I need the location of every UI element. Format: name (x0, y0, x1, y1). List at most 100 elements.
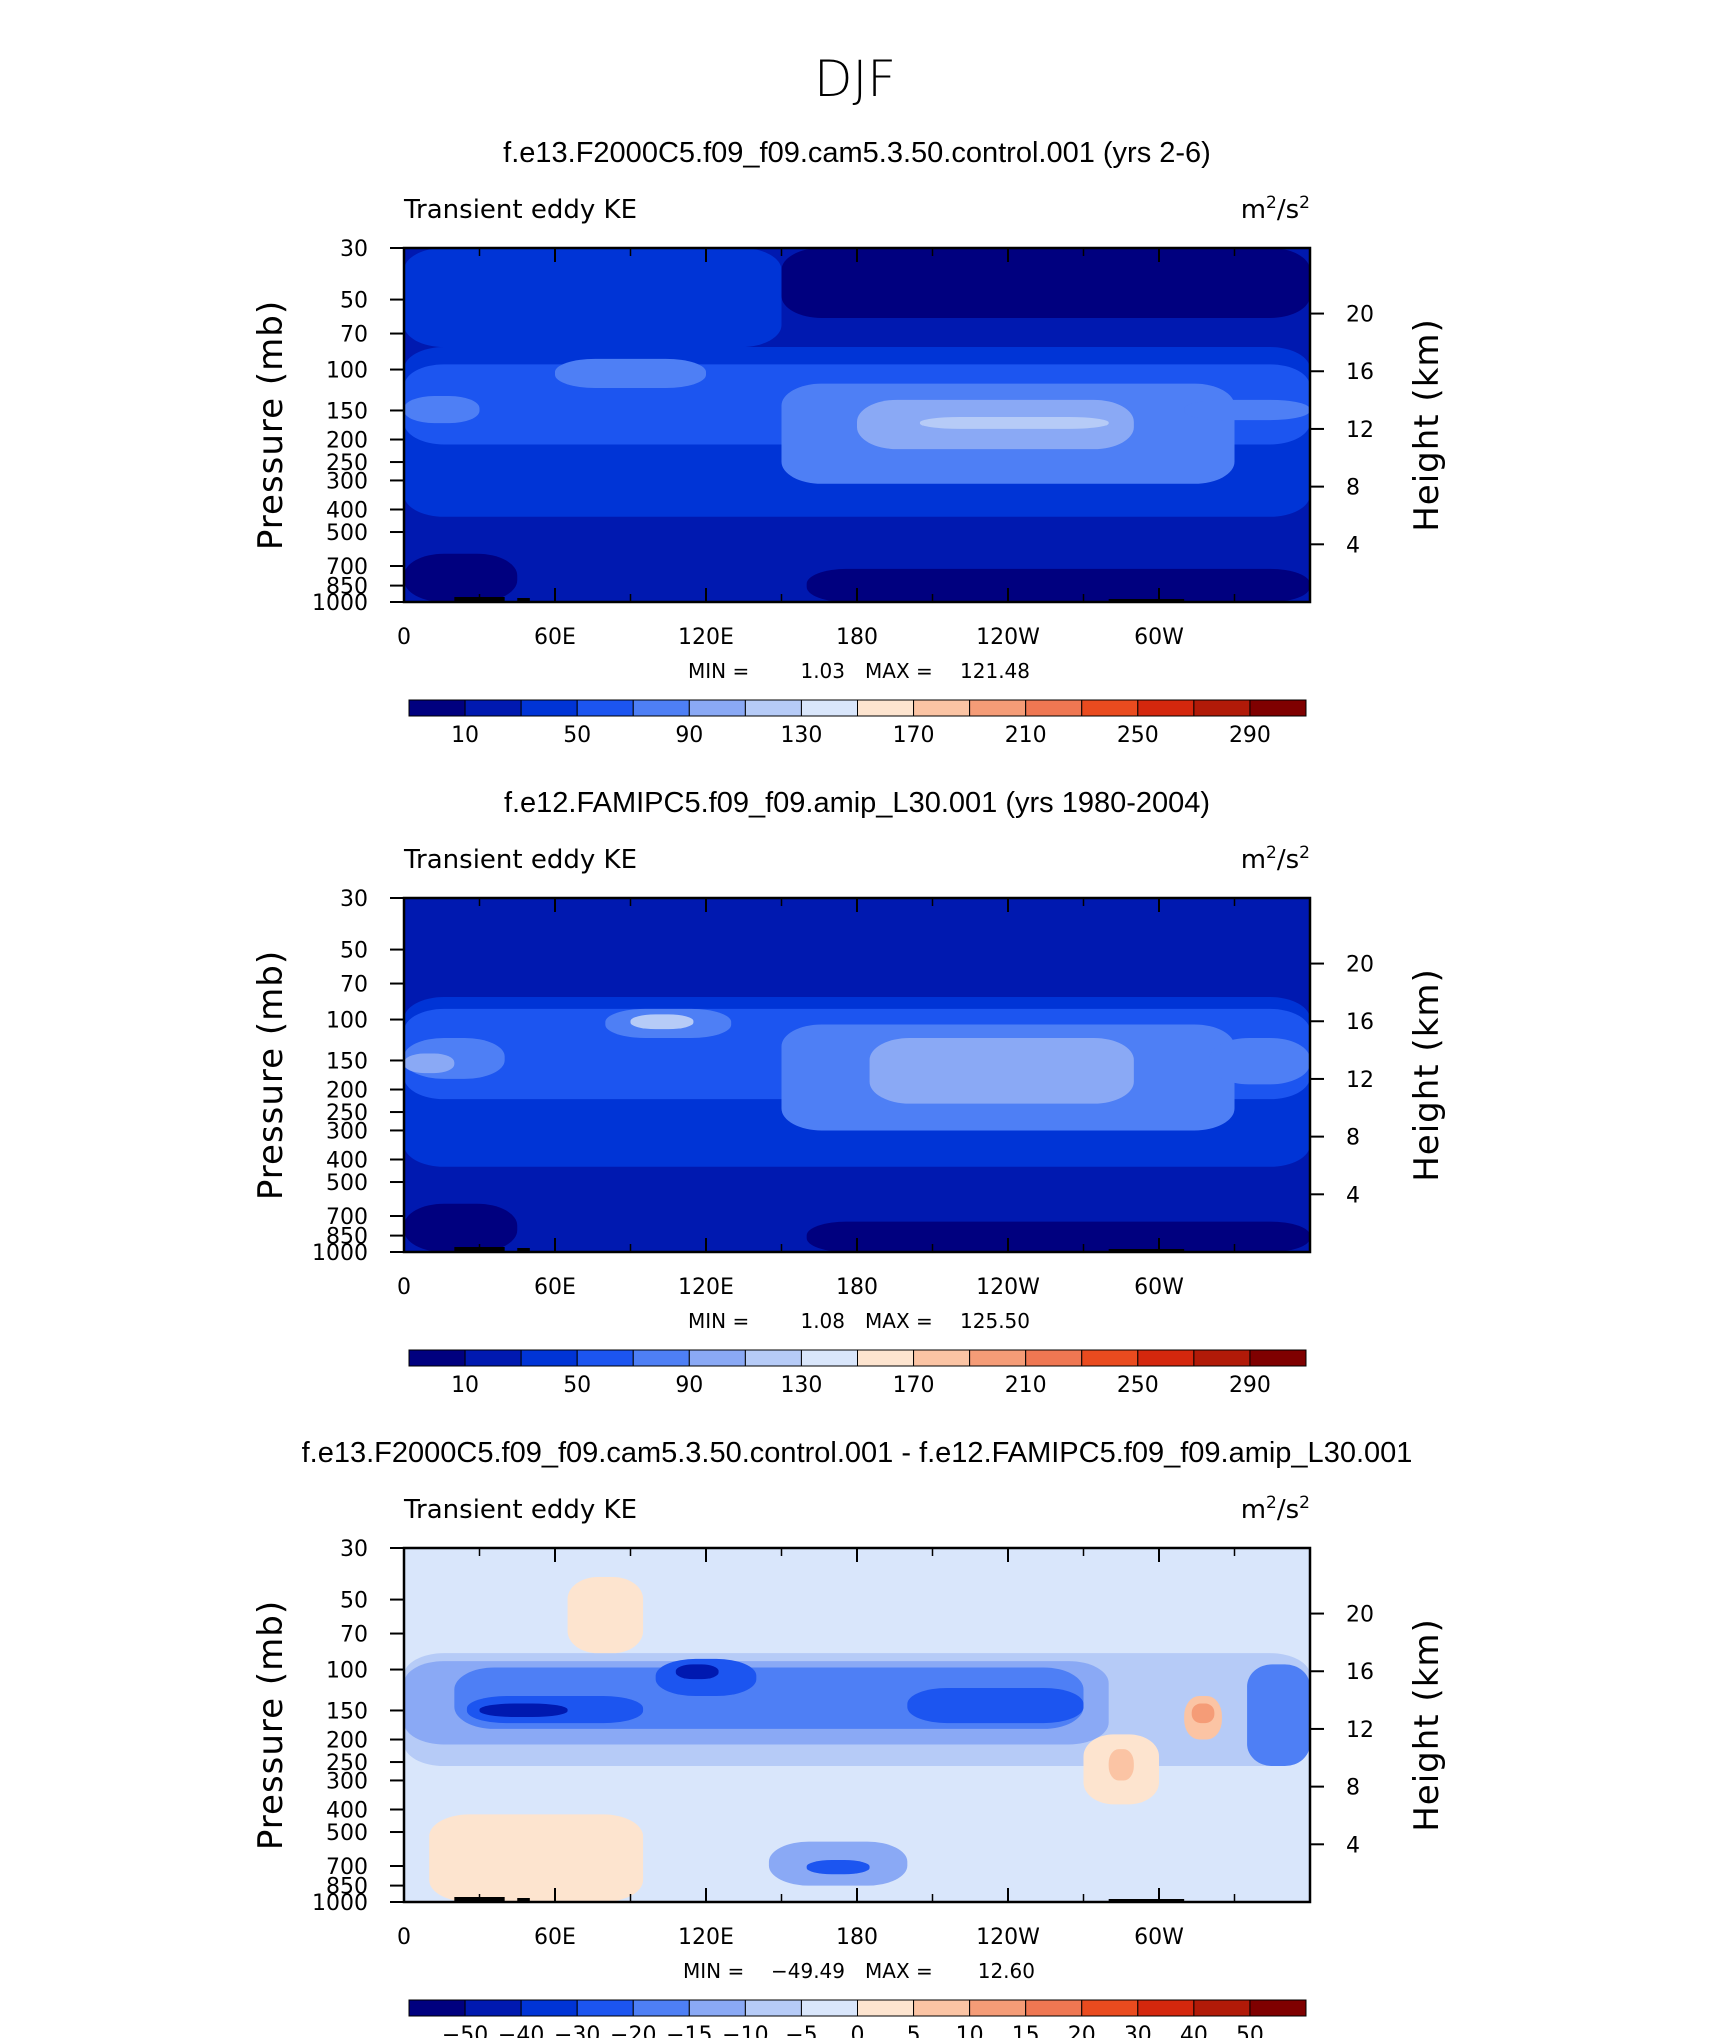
panel-3-field-region (1191, 1703, 1215, 1724)
panel-2-rtick-label: 12 (1346, 1068, 1374, 1093)
figure-title: DJF (814, 50, 896, 108)
panel-3-left-string: Transient eddy KE (403, 1495, 637, 1525)
panel-2-colorbar-swatch (913, 1349, 971, 1367)
panel-1-colorbar-label: 130 (780, 723, 822, 748)
panel-1-max-label: MAX = (865, 659, 933, 683)
panel-3-xtick-label: 180 (836, 1925, 878, 1950)
panel-2-colorbar-swatch (520, 1349, 578, 1367)
panel-1-colorbar-swatch (913, 699, 971, 717)
panel-2-field (404, 898, 1310, 1252)
panel-3-colorbar-label: −40 (498, 2023, 544, 2038)
panel-3-xtick-label: 60E (534, 1925, 576, 1950)
panel-3-min-label: MIN = (683, 1959, 744, 1983)
panel-2-field-region (1209, 1037, 1310, 1085)
panel-3-colorbar-label: −50 (442, 2023, 488, 2038)
panel-1-xtick-label: 0 (397, 625, 411, 650)
panel-3-topography (517, 1898, 530, 1902)
panel-2-topography (517, 1248, 530, 1252)
panel-3-rtick-label: 4 (1346, 1833, 1360, 1858)
panel-2-ylabel: Pressure (mb) (251, 950, 291, 1200)
panel-3-colorbar-swatch (1081, 1999, 1139, 2017)
panel-1-ytick-label: 50 (340, 289, 368, 314)
panel-3-colorbar-swatch (1137, 1999, 1195, 2017)
panel-3-ytick-label: 70 (340, 1623, 368, 1648)
panel-2-xtick-label: 0 (397, 1275, 411, 1300)
panel-2-colorbar-swatch (969, 1349, 1027, 1367)
panel-3-field-region (567, 1577, 644, 1654)
panel-2-ytick-label: 300 (326, 1119, 368, 1144)
panel-1-colorbar-swatch (1137, 699, 1195, 717)
panel-3-field-region (907, 1687, 1084, 1724)
panel-2-ytick-label: 500 (326, 1171, 368, 1196)
panel-1-rtick-label: 12 (1346, 418, 1374, 443)
panel-2-xtick-label: 60E (534, 1275, 576, 1300)
panel-3-field-region (479, 1703, 568, 1717)
panel-2-ytick-label: 50 (340, 939, 368, 964)
panel-3-ytick-label: 400 (326, 1798, 368, 1823)
panel-3-colorbar-swatch (408, 1999, 466, 2017)
panel-1-colorbar-swatch (969, 699, 1027, 717)
panel-1-rtick-label: 16 (1346, 360, 1374, 385)
panel-3-colorbar-swatch (744, 1999, 802, 2017)
panel-2-colorbar-swatch (800, 1349, 858, 1367)
panel-3-max-value: 12.60 (978, 1959, 1035, 1983)
panel-2-colorbar-label: 90 (675, 1373, 703, 1398)
panel-3-ytick-label: 500 (326, 1821, 368, 1846)
panel-2-colorbar-swatch (632, 1349, 690, 1367)
panel-3-min-value: −49.49 (771, 1959, 845, 1983)
panel-3-ylabel: Pressure (mb) (251, 1600, 291, 1850)
panel-3-colorbar-swatch (520, 1999, 578, 2017)
panel-1-colorbar-swatch (857, 699, 915, 717)
panel-1-colorbar-swatch (744, 699, 802, 717)
panel-1-field-region (781, 248, 1310, 318)
panel-2-rtick-label: 4 (1346, 1183, 1360, 1208)
panel-3-field-region (429, 1814, 644, 1902)
panel-1-colorbar-swatch (800, 699, 858, 717)
panel-1-colorbar-swatch (1193, 699, 1251, 717)
panel-1-topography (1108, 599, 1185, 602)
panel-3-colorbar-swatch (576, 1999, 634, 2017)
panel-3-xtick-label: 120E (678, 1925, 734, 1950)
panel-2-colorbar-swatch (408, 1349, 466, 1367)
panel-1-field-region (1184, 399, 1310, 421)
panel-1-units: m2/s2 (1241, 193, 1310, 225)
panel-2-field-region (404, 1203, 518, 1252)
panel-1-min-label: MIN = (688, 659, 749, 683)
panel-1-rtick-label: 8 (1346, 476, 1360, 501)
panel-2-colorbar-swatch (1193, 1349, 1251, 1367)
panel-2-colorbar-label: 50 (563, 1373, 591, 1398)
panel-2-rtick-label: 8 (1346, 1126, 1360, 1151)
panel-3-colorbar-label: 40 (1180, 2023, 1208, 2038)
panel-2-colorbar-swatch (1137, 1349, 1195, 1367)
panel-1-field (404, 248, 1310, 602)
panel-3-colorbar-swatch (1249, 1999, 1307, 2017)
panel-3-topography (1108, 1899, 1185, 1902)
panel-1-colorbar-label: 50 (563, 723, 591, 748)
panel-3-colorbar-label: −5 (785, 2023, 817, 2038)
panel-1-ytick-label: 300 (326, 469, 368, 494)
panel-3-colorbar-label: 5 (907, 2023, 921, 2038)
panel-3-colorbar-label: −10 (722, 2023, 768, 2038)
panel-3-colorbar-swatch (464, 1999, 522, 2017)
panel-2-units: m2/s2 (1241, 843, 1310, 875)
panel-2-xtick-label: 120W (976, 1275, 1040, 1300)
panel-3-rtick-label: 20 (1346, 1603, 1374, 1628)
panel-1-colorbar-label: 170 (893, 723, 935, 748)
panel-2-colorbar-label: 10 (451, 1373, 479, 1398)
panel-3-ytick-label: 50 (340, 1589, 368, 1614)
panel-1-colorbar-label: 250 (1117, 723, 1159, 748)
panel-3-ytick-label: 250 (326, 1751, 368, 1776)
panel-1: f.e13.F2000C5.f09_f09.cam5.3.50.control.… (251, 137, 1447, 748)
panel-1-colorbar-swatch (576, 699, 634, 717)
panel-2-field-region (404, 1053, 455, 1074)
panel-3-colorbar-swatch (800, 1999, 858, 2017)
panel-1-colorbar-label: 210 (1005, 723, 1047, 748)
panel-2-colorbar-label: 250 (1117, 1373, 1159, 1398)
panel-1-ytick-label: 30 (340, 237, 368, 262)
panel-1-ylabel-right: Height (km) (1407, 318, 1447, 532)
panel-1-field-region (404, 248, 782, 348)
panel-2-xtick-label: 180 (836, 1275, 878, 1300)
